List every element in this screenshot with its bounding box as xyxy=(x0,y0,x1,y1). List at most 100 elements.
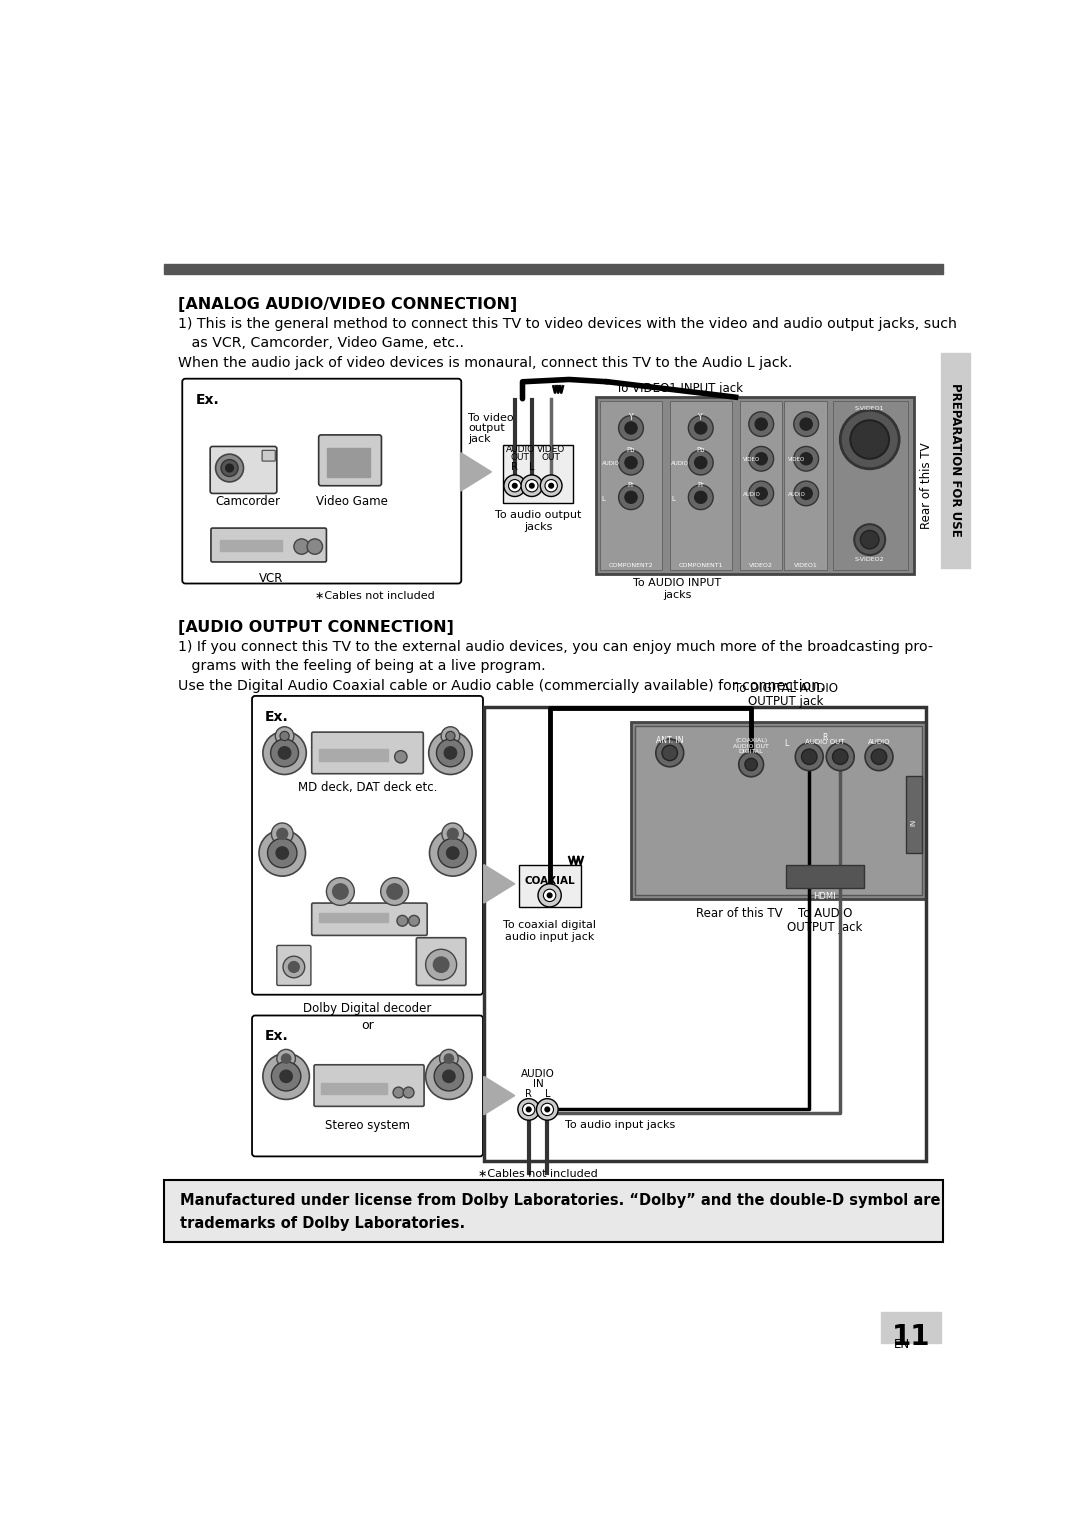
Circle shape xyxy=(755,418,768,430)
Bar xyxy=(906,777,921,853)
Text: EN: EN xyxy=(894,1338,910,1351)
Circle shape xyxy=(387,884,403,899)
Text: Y: Y xyxy=(699,412,703,421)
Text: OUTPUT jack: OUTPUT jack xyxy=(787,920,863,934)
Circle shape xyxy=(268,838,297,868)
Circle shape xyxy=(444,1054,454,1064)
Text: jacks: jacks xyxy=(663,589,691,600)
Circle shape xyxy=(447,829,458,839)
Text: jack: jack xyxy=(469,433,491,444)
FancyBboxPatch shape xyxy=(252,1015,483,1157)
Text: To AUDIO INPUT: To AUDIO INPUT xyxy=(634,578,721,588)
Text: ANT. IN: ANT. IN xyxy=(656,736,684,745)
Circle shape xyxy=(226,464,233,472)
Circle shape xyxy=(619,485,644,510)
Bar xyxy=(740,401,782,571)
Bar xyxy=(670,401,732,571)
Polygon shape xyxy=(460,453,491,491)
Text: OUT: OUT xyxy=(542,453,561,462)
Bar xyxy=(164,1180,943,1242)
Circle shape xyxy=(833,749,848,765)
Text: AUDIO: AUDIO xyxy=(602,461,620,465)
Circle shape xyxy=(282,1054,291,1064)
Bar xyxy=(880,1312,941,1343)
Text: Rear of this TV: Rear of this TV xyxy=(920,443,933,530)
Circle shape xyxy=(840,410,900,468)
Circle shape xyxy=(800,487,812,499)
Circle shape xyxy=(434,1062,463,1091)
Text: [AUDIO OUTPUT CONNECTION]: [AUDIO OUTPUT CONNECTION] xyxy=(177,621,454,635)
Text: To AUDIO: To AUDIO xyxy=(797,906,852,920)
Circle shape xyxy=(433,957,449,972)
Text: Y: Y xyxy=(629,412,633,421)
Text: Manufactured under license from Dolby Laboratories. “Dolby” and the double-D sym: Manufactured under license from Dolby La… xyxy=(180,1193,941,1231)
Text: VIDEO2: VIDEO2 xyxy=(748,563,772,568)
Circle shape xyxy=(517,1099,540,1120)
Text: VCR: VCR xyxy=(258,572,283,584)
Text: S-VIDEO2: S-VIDEO2 xyxy=(855,557,885,563)
Circle shape xyxy=(688,485,713,510)
Text: [ANALOG AUDIO/VIDEO CONNECTION]: [ANALOG AUDIO/VIDEO CONNECTION] xyxy=(177,298,517,313)
Text: To audio output: To audio output xyxy=(495,510,581,520)
Text: To VIDEO1 INPUT jack: To VIDEO1 INPUT jack xyxy=(616,382,743,395)
Circle shape xyxy=(271,823,293,844)
Bar xyxy=(327,449,369,478)
Circle shape xyxy=(276,1050,296,1068)
Circle shape xyxy=(748,412,773,436)
Circle shape xyxy=(625,421,637,433)
Circle shape xyxy=(694,421,707,433)
Text: output: output xyxy=(469,423,505,433)
Circle shape xyxy=(288,961,299,972)
Circle shape xyxy=(755,487,768,499)
Circle shape xyxy=(541,1103,554,1116)
Circle shape xyxy=(326,877,354,905)
Bar xyxy=(518,865,581,906)
Text: To DIGITAL AUDIO: To DIGITAL AUDIO xyxy=(734,682,838,696)
Text: jacks: jacks xyxy=(524,522,552,533)
Bar xyxy=(319,749,389,760)
Circle shape xyxy=(426,949,457,980)
Bar xyxy=(941,353,971,568)
Circle shape xyxy=(538,884,562,906)
Circle shape xyxy=(259,830,306,876)
Circle shape xyxy=(276,847,288,859)
Text: To coaxial digital: To coaxial digital xyxy=(503,920,596,929)
Text: AUDIO: AUDIO xyxy=(867,739,890,745)
Circle shape xyxy=(619,450,644,475)
Circle shape xyxy=(794,447,819,472)
Text: ∗Cables not included: ∗Cables not included xyxy=(315,591,435,601)
Circle shape xyxy=(440,1050,458,1068)
Text: AUDIO: AUDIO xyxy=(743,491,761,497)
Text: COMPONENT2: COMPONENT2 xyxy=(609,563,653,568)
Circle shape xyxy=(380,877,408,905)
Circle shape xyxy=(800,453,812,465)
Text: OUTPUT jack: OUTPUT jack xyxy=(748,696,824,708)
Circle shape xyxy=(826,743,854,771)
Text: DIGITAL: DIGITAL xyxy=(739,749,764,754)
Text: audio input jack: audio input jack xyxy=(505,932,594,943)
Text: 1) This is the general method to connect this TV to video devices with the video: 1) This is the general method to connect… xyxy=(177,317,957,331)
Text: Stereo system: Stereo system xyxy=(325,1119,410,1132)
FancyBboxPatch shape xyxy=(312,903,428,935)
Polygon shape xyxy=(484,1076,515,1116)
Bar xyxy=(635,726,921,896)
Circle shape xyxy=(262,731,307,775)
Circle shape xyxy=(216,455,243,482)
Circle shape xyxy=(333,884,348,899)
Text: VIDEO1: VIDEO1 xyxy=(794,563,818,568)
Circle shape xyxy=(861,531,879,549)
Circle shape xyxy=(548,893,552,897)
Circle shape xyxy=(442,823,463,844)
Text: Dolby Digital decoder: Dolby Digital decoder xyxy=(303,1001,432,1015)
Circle shape xyxy=(446,731,455,740)
Text: AUDIO OUT: AUDIO OUT xyxy=(805,739,845,745)
Circle shape xyxy=(275,726,294,745)
Text: To video: To video xyxy=(469,412,514,423)
Circle shape xyxy=(865,743,893,771)
FancyBboxPatch shape xyxy=(211,528,326,562)
Circle shape xyxy=(662,745,677,760)
Text: L: L xyxy=(784,739,788,748)
Text: To audio input jacks: To audio input jacks xyxy=(565,1120,675,1131)
Circle shape xyxy=(408,916,419,926)
Text: When the audio jack of video devices is monaural, connect this TV to the Audio L: When the audio jack of video devices is … xyxy=(177,356,792,369)
